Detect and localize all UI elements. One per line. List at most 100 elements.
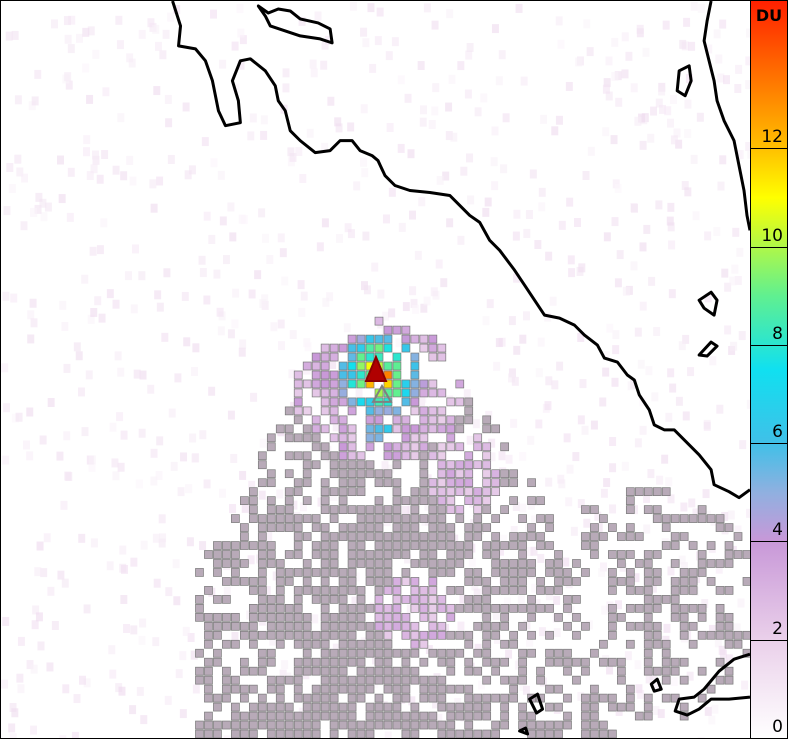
plume-cell bbox=[554, 559, 563, 568]
background-cell bbox=[679, 39, 687, 49]
plume-cell bbox=[464, 478, 474, 488]
plume-cell bbox=[455, 397, 465, 407]
plume-cell bbox=[500, 478, 509, 488]
plume-cell bbox=[482, 505, 492, 514]
background-cell bbox=[139, 618, 147, 628]
background-cell bbox=[402, 505, 410, 515]
plume-cell bbox=[311, 550, 321, 559]
plume-cell bbox=[275, 612, 285, 622]
background-cell bbox=[517, 595, 525, 605]
plume-cell bbox=[293, 586, 303, 595]
plume-cell bbox=[581, 621, 590, 631]
plume-cell bbox=[482, 487, 492, 497]
background-cell bbox=[746, 508, 750, 518]
background-cell bbox=[332, 643, 340, 653]
background-cell bbox=[503, 597, 511, 607]
plume-cell bbox=[410, 334, 420, 344]
plume-cell bbox=[697, 550, 707, 559]
plume-cell bbox=[410, 666, 420, 676]
plume-cell bbox=[401, 612, 411, 622]
plume-cell bbox=[347, 729, 357, 738]
background-cell bbox=[595, 523, 603, 533]
plume-cell bbox=[419, 711, 429, 721]
plume-cell bbox=[688, 586, 698, 595]
plume-cell bbox=[625, 586, 635, 595]
plume-cell bbox=[240, 666, 249, 676]
plume-cell bbox=[347, 657, 357, 667]
plume-cell bbox=[419, 496, 429, 505]
plume-cell bbox=[724, 559, 734, 568]
plume-cell bbox=[204, 729, 213, 738]
background-cell bbox=[675, 139, 683, 149]
plume-cell bbox=[320, 595, 330, 604]
background-cell bbox=[533, 599, 541, 609]
colorbar-tick-label: 2 bbox=[772, 618, 783, 639]
background-cell bbox=[371, 679, 379, 689]
background-cell bbox=[513, 273, 521, 283]
plume-cell bbox=[338, 460, 348, 470]
plume-cell bbox=[482, 711, 492, 721]
plume-cell bbox=[473, 433, 483, 443]
background-cell bbox=[420, 105, 427, 115]
plume-cell bbox=[275, 568, 285, 577]
background-cell bbox=[719, 19, 727, 29]
background-cell bbox=[17, 684, 25, 694]
plume-cell bbox=[284, 612, 294, 622]
plume-cell bbox=[248, 630, 258, 640]
plume-cell bbox=[392, 666, 402, 676]
plume-cell bbox=[500, 586, 509, 595]
island-north bbox=[256, 4, 334, 45]
background-cell bbox=[746, 28, 750, 38]
plume-cell bbox=[410, 406, 420, 416]
background-cell bbox=[520, 76, 528, 86]
plume-cell bbox=[248, 487, 258, 497]
plume-cell bbox=[491, 586, 501, 595]
background-cell bbox=[27, 310, 35, 320]
background-cell bbox=[598, 567, 606, 577]
plume-cell bbox=[455, 505, 465, 514]
plume-cell bbox=[311, 523, 321, 532]
plume-cell bbox=[284, 514, 294, 523]
plume-cell bbox=[392, 577, 402, 586]
background-cell bbox=[643, 524, 651, 534]
plume-cell bbox=[365, 711, 375, 721]
plume-cell bbox=[724, 586, 734, 595]
background-cell bbox=[450, 132, 458, 142]
background-cell bbox=[37, 641, 45, 651]
plume-cell bbox=[527, 523, 536, 532]
plume-cell bbox=[473, 505, 483, 514]
plume-cell bbox=[365, 729, 375, 738]
plume-cell bbox=[329, 693, 339, 703]
background-cell bbox=[320, 60, 328, 70]
plume-cell bbox=[410, 702, 420, 712]
background-cell bbox=[1, 679, 9, 689]
plume-cell bbox=[320, 550, 330, 559]
plume-cell bbox=[374, 693, 384, 703]
plume-cell bbox=[697, 604, 707, 613]
background-cell bbox=[68, 15, 76, 25]
plume-cell bbox=[356, 684, 366, 694]
plume-cell bbox=[392, 379, 402, 389]
background-cell bbox=[723, 75, 731, 85]
background-cell bbox=[648, 276, 656, 286]
background-cell bbox=[664, 106, 672, 116]
plume-cell bbox=[213, 648, 222, 658]
plume-cell bbox=[482, 621, 492, 631]
plume-cell bbox=[581, 711, 590, 721]
plume-cell bbox=[374, 424, 384, 434]
background-cell bbox=[418, 197, 426, 207]
volcano-marker bbox=[364, 354, 393, 403]
plume-cell bbox=[581, 693, 590, 703]
background-cell bbox=[150, 476, 158, 486]
plume-cell bbox=[473, 621, 483, 631]
background-cell bbox=[404, 93, 412, 103]
background-cell bbox=[126, 53, 134, 63]
plume-cell bbox=[257, 541, 267, 550]
plume-cell bbox=[347, 442, 357, 452]
background-cell bbox=[669, 94, 677, 104]
background-cell bbox=[35, 192, 43, 202]
plume-cell bbox=[302, 612, 312, 622]
background-cell bbox=[568, 268, 576, 278]
background-cell bbox=[309, 59, 317, 69]
background-cell bbox=[738, 331, 746, 341]
